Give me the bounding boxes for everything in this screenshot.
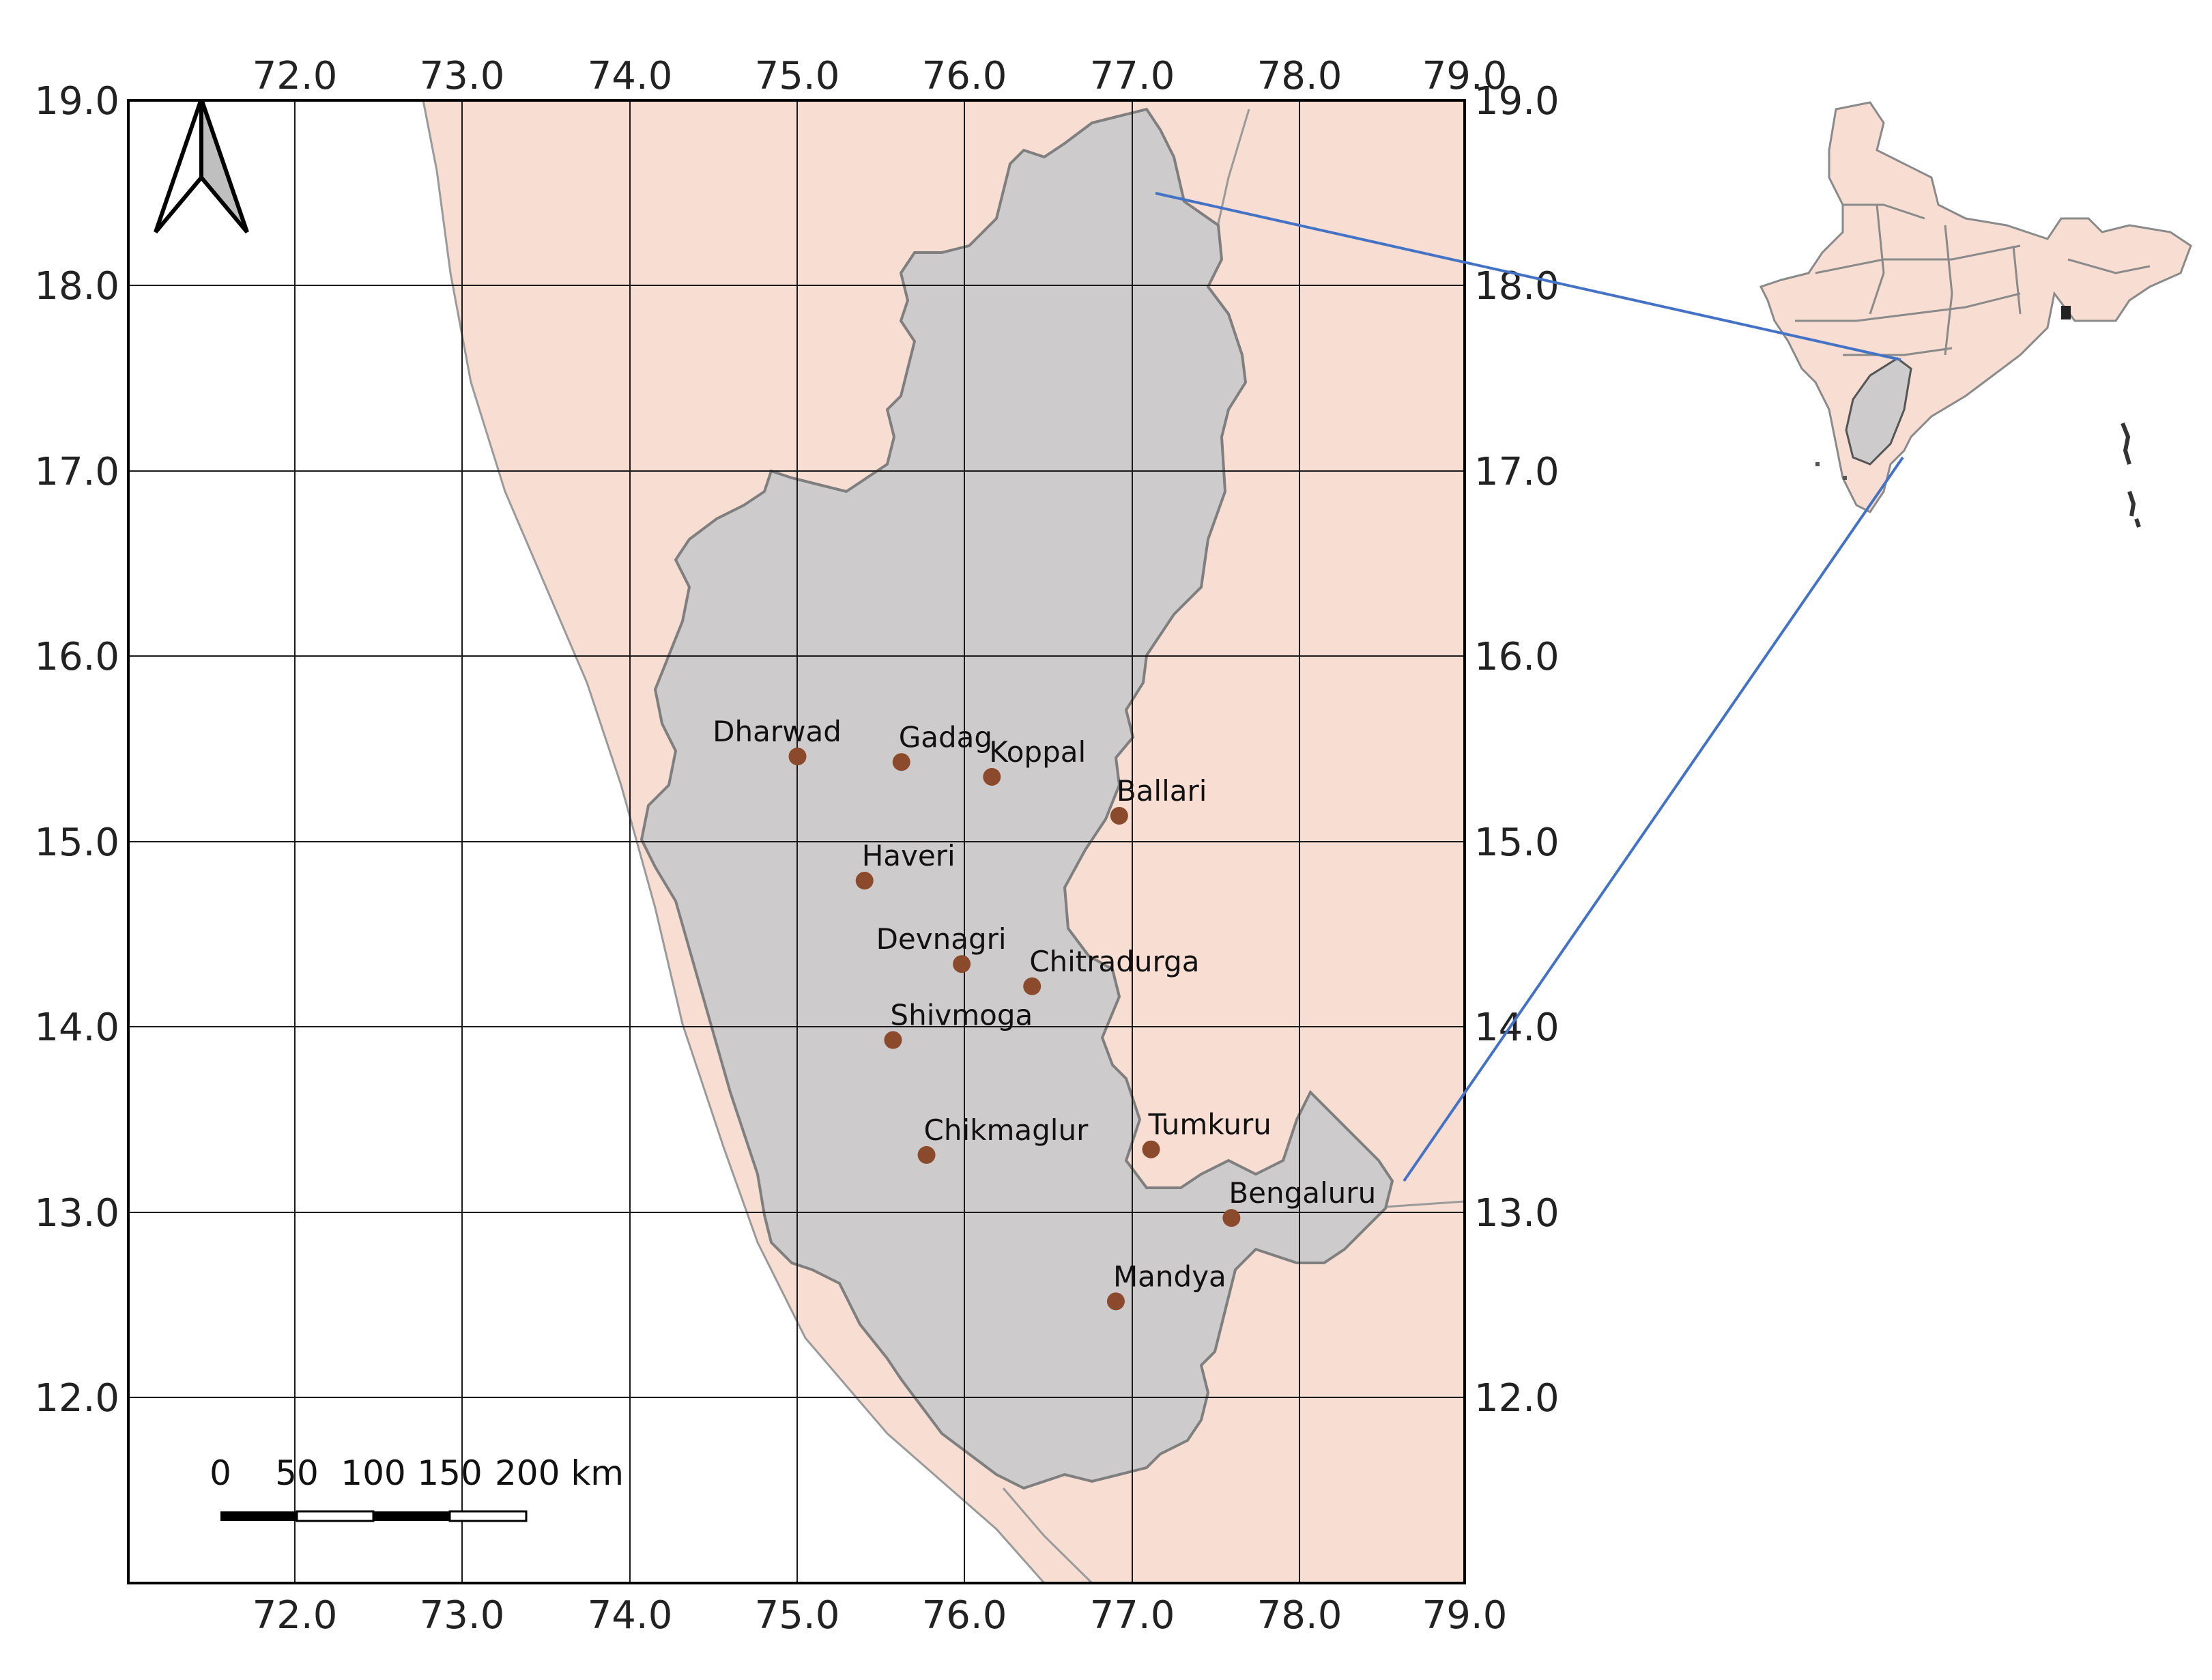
city-label-shivmoga: Shivmoga <box>890 999 1033 1032</box>
city-dot-gadag <box>892 753 910 771</box>
lat-tick-right: 14.0 <box>1474 1006 1560 1050</box>
city-dot-ballari <box>1110 806 1128 825</box>
lat-tick-right: 19.0 <box>1474 79 1560 124</box>
lon-tick-top: 74.0 <box>588 54 673 98</box>
city-dot-dharwad <box>788 748 807 766</box>
city-label-devnagri: Devnagri <box>876 922 1007 956</box>
lon-tick-top: 78.0 <box>1257 54 1342 98</box>
lat-tick-right: 13.0 <box>1474 1191 1560 1236</box>
inset-small-islands <box>1815 462 1847 480</box>
city-dot-haveri <box>855 872 874 890</box>
lon-tick-top: 77.0 <box>1090 54 1175 98</box>
karnataka-state <box>640 107 1394 1490</box>
india-internal-borders <box>1795 203 2151 356</box>
lat-tick-right: 18.0 <box>1474 264 1560 309</box>
city-label-chikmaglur: Chikmaglur <box>924 1113 1089 1147</box>
lon-tick-bottom: 73.0 <box>420 1593 505 1638</box>
city-dot-bengaluru <box>1222 1209 1241 1227</box>
lat-tick-left: 16.0 <box>34 635 119 679</box>
lon-tick-bottom: 77.0 <box>1090 1593 1175 1638</box>
inset-dark-marker <box>2061 306 2071 319</box>
scale-label-100: 100 <box>341 1453 405 1493</box>
lon-tick-bottom: 74.0 <box>588 1593 673 1638</box>
lon-tick-top: 73.0 <box>420 54 505 98</box>
city-dot-tumkuru <box>1142 1140 1160 1158</box>
city-label-bengaluru: Bengaluru <box>1229 1176 1376 1210</box>
lat-tick-left: 15.0 <box>34 821 119 865</box>
lat-tick-right: 17.0 <box>1474 450 1560 494</box>
lat-tick-right: 16.0 <box>1474 635 1560 679</box>
map-border <box>127 99 1466 1584</box>
lat-tick-left: 17.0 <box>34 450 119 494</box>
lon-tick-bottom: 79.0 <box>1422 1593 1508 1638</box>
lat-tick-left: 14.0 <box>34 1006 119 1050</box>
lat-tick-left: 19.0 <box>34 79 119 124</box>
graticule <box>128 100 1465 1583</box>
lat-tick-left: 18.0 <box>34 264 119 309</box>
lat-tick-right: 12.0 <box>1474 1376 1560 1421</box>
india-inset-map <box>1759 101 2192 528</box>
north-arrow-icon <box>154 100 249 233</box>
top-lon-labels: 72.0 73.0 74.0 75.0 76.0 77.0 78.0 79.0 <box>253 54 1508 98</box>
lat-tick-left: 13.0 <box>34 1191 119 1236</box>
scale-label-50: 50 <box>275 1453 319 1493</box>
city-dot-koppal <box>983 767 1001 786</box>
scale-label-200: 200 km <box>495 1453 624 1493</box>
city-label-ballari: Ballari <box>1117 774 1207 808</box>
city-dot-chikmaglur <box>917 1145 936 1164</box>
bottom-lon-labels: 72.0 73.0 74.0 75.0 76.0 77.0 78.0 79.0 <box>253 1593 1508 1638</box>
inset-islands <box>2121 422 2141 528</box>
left-lat-labels: 19.0 18.0 17.0 16.0 15.0 14.0 13.0 12.0 <box>34 79 119 1421</box>
lon-tick-bottom: 72.0 <box>253 1593 338 1638</box>
city-dot-mandya <box>1106 1292 1125 1311</box>
city-label-tumkuru: Tumkuru <box>1148 1108 1272 1141</box>
lon-tick-top: 79.0 <box>1422 54 1508 98</box>
city-label-mandya: Mandya <box>1113 1259 1226 1293</box>
city-label-haveri: Haveri <box>862 839 956 872</box>
scale-label-0: 0 <box>210 1453 231 1493</box>
lon-tick-bottom: 75.0 <box>755 1593 840 1638</box>
city-label-chitradurga: Chitradurga <box>1029 945 1199 978</box>
city-label-gadag: Gadag <box>899 720 992 754</box>
city-dot-devnagri <box>953 955 971 973</box>
inset-connector-lines <box>1155 192 1904 1182</box>
lon-tick-top: 72.0 <box>253 54 338 98</box>
city-dot-shivmoga <box>884 1031 902 1049</box>
city-label-dharwad: Dharwad <box>713 715 842 748</box>
city-label-koppal: Koppal <box>989 735 1086 769</box>
lon-tick-top: 76.0 <box>922 54 1007 98</box>
scale-bar: 0 50 100 150 200 km <box>210 1453 624 1522</box>
scale-label-150: 150 <box>417 1453 482 1493</box>
lon-tick-bottom: 76.0 <box>922 1593 1007 1638</box>
inset-karnataka-highlight <box>1845 357 1912 466</box>
lon-tick-top: 75.0 <box>755 54 840 98</box>
city-dot-chitradurga <box>1023 977 1042 995</box>
lat-tick-left: 12.0 <box>34 1376 119 1421</box>
right-lat-labels: 19.0 18.0 17.0 16.0 15.0 14.0 13.0 12.0 <box>1474 79 1560 1421</box>
lon-tick-bottom: 78.0 <box>1257 1593 1342 1638</box>
lat-tick-right: 15.0 <box>1474 821 1560 865</box>
